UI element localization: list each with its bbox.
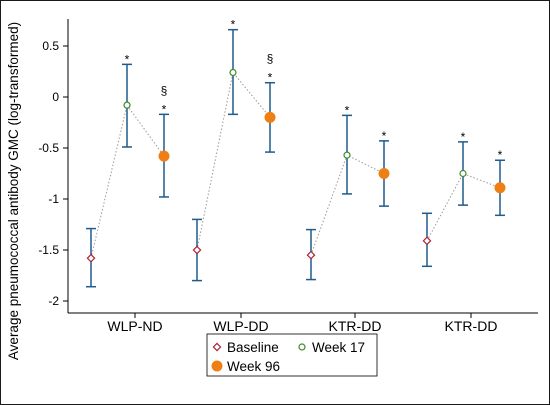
data-point-week17 [123,101,131,109]
data-point-week17 [459,169,467,178]
legend-label: Week 17 [312,340,365,355]
y-tick-label: -1.5 [38,243,59,257]
legend-marker-baseline [212,342,222,352]
y-axis-title: Average pneumococcal antibody GMC (log-t… [6,22,21,360]
legend-marker-week96 [211,360,223,372]
significance-asterisk: * [231,18,236,32]
data-point-week17 [343,151,351,159]
legend-marker-week17 [298,343,306,351]
x-axis: WLP-ND WLP-DD KTR-DD KTR-DD [68,312,538,334]
plot-area: * * * * * § * § * * [86,18,506,288]
significance-section-mark: § [267,52,274,66]
y-axis: 0.5 0 -0.5 -1 -1.5 -2 [38,19,69,313]
data-point-week96 [158,150,170,162]
trend-connector [426,172,501,242]
data-point-week96 [264,111,276,123]
x-tick-label: WLP-ND [107,318,162,334]
significance-asterisk: * [461,130,466,144]
legend-label: Baseline [227,340,279,355]
trend-connector [196,71,271,251]
data-point-baseline [86,253,96,263]
significance-asterisk: * [125,52,130,66]
y-tick-label: 0 [52,90,59,104]
significance-asterisk: * [498,148,503,162]
x-tick-label: KTR-DD [445,318,498,334]
x-tick-label: WLP-DD [213,318,268,334]
legend-label: Week 96 [227,359,280,374]
y-tick-label: 0.5 [42,39,59,53]
significance-asterisk: * [345,103,350,117]
y-tick-label: -1 [48,192,59,206]
significance-asterisk: * [382,129,387,143]
data-point-baseline [422,236,432,246]
significance-section-mark: § [161,83,168,97]
legend: Baseline Week 17 Week 96 [206,333,378,377]
data-point-week96 [494,182,506,194]
significance-asterisk: * [162,102,167,116]
data-point-week96 [378,168,390,179]
significance-asterisk: * [268,71,273,85]
data-point-week17 [229,68,237,77]
y-tick-label: -0.5 [38,141,59,155]
data-point-baseline [192,245,202,255]
y-tick-label: -2 [48,294,59,308]
data-point-baseline [306,250,316,260]
x-tick-label: KTR-DD [329,318,382,334]
legend-box [206,333,378,377]
